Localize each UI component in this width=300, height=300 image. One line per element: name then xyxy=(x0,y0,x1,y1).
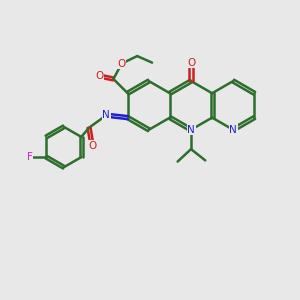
Text: F: F xyxy=(27,152,33,162)
Text: N: N xyxy=(102,110,110,120)
Text: O: O xyxy=(88,140,96,151)
Text: N: N xyxy=(187,125,195,135)
Text: O: O xyxy=(118,58,126,68)
Text: O: O xyxy=(95,71,103,81)
Text: N: N xyxy=(229,125,237,135)
Text: O: O xyxy=(187,58,195,68)
